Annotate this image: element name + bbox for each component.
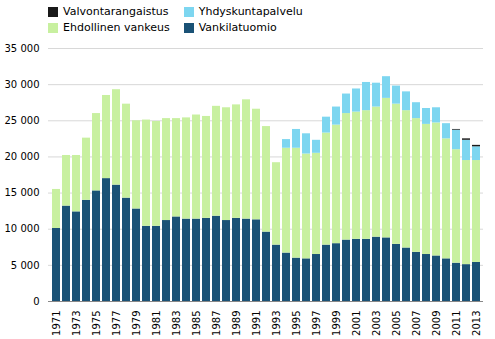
svg-text:15 000: 15 000 <box>5 187 40 198</box>
svg-text:1981: 1981 <box>151 311 162 336</box>
svg-text:1971: 1971 <box>51 311 62 336</box>
svg-text:5 000: 5 000 <box>11 260 40 271</box>
svg-text:1987: 1987 <box>211 311 222 336</box>
html-text:Valvontarangaistus: Valvontarangaistus <box>63 5 169 18</box>
svg-text:2005: 2005 <box>391 311 402 336</box>
html-text:Yhdyskuntapalvelu: Yhdyskuntapalvelu <box>198 5 303 18</box>
svg-text:1999: 1999 <box>331 311 342 336</box>
svg-text:2007: 2007 <box>411 311 422 336</box>
svg-text:2011: 2011 <box>451 311 462 336</box>
svg-text:1989: 1989 <box>231 311 242 336</box>
svg-text:1983: 1983 <box>171 311 182 336</box>
svg-text:0: 0 <box>33 296 39 307</box>
html-text:Vankilatuomio: Vankilatuomio <box>198 21 277 34</box>
svg-text:2003: 2003 <box>371 311 382 336</box>
svg-text:1975: 1975 <box>91 311 102 336</box>
svg-text:2013: 2013 <box>471 311 482 336</box>
svg-text:1985: 1985 <box>191 311 202 336</box>
svg-text:1973: 1973 <box>71 311 82 336</box>
svg-text:35 000: 35 000 <box>5 43 40 54</box>
svg-text:25 000: 25 000 <box>5 115 40 126</box>
svg-text:1991: 1991 <box>251 311 262 336</box>
svg-text:1979: 1979 <box>131 311 142 336</box>
html-text:Ehdollinen vankeus: Ehdollinen vankeus <box>63 21 170 34</box>
svg-text:1995: 1995 <box>291 311 302 336</box>
svg-text:30 000: 30 000 <box>5 79 40 90</box>
svg-text:1977: 1977 <box>111 311 122 336</box>
svg-text:1997: 1997 <box>311 311 322 336</box>
svg-text:1993: 1993 <box>271 311 282 336</box>
svg-text:2009: 2009 <box>431 311 442 336</box>
svg-text:10 000: 10 000 <box>5 223 40 234</box>
svg-text:20 000: 20 000 <box>5 151 40 162</box>
svg-text:2001: 2001 <box>351 311 362 336</box>
